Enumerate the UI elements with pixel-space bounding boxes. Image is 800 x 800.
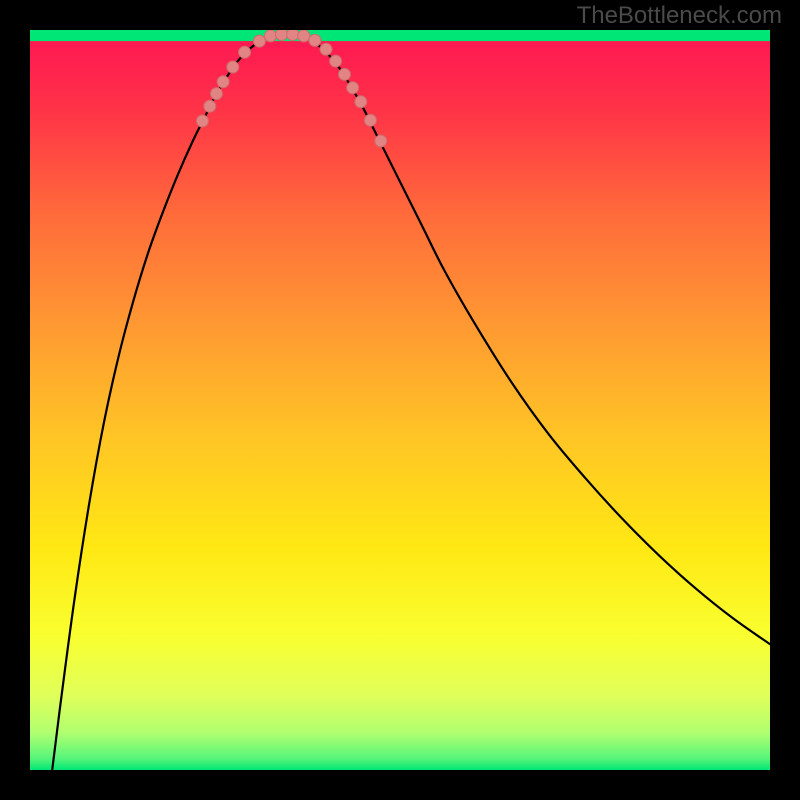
marker-dot: [204, 100, 216, 112]
marker-dot: [298, 30, 310, 42]
marker-dot: [239, 46, 251, 58]
marker-dot: [347, 82, 359, 94]
marker-dot: [339, 68, 351, 80]
marker-dot: [330, 55, 342, 67]
marker-dot: [210, 88, 222, 100]
marker-dot: [227, 61, 239, 73]
plot-svg: [30, 30, 770, 770]
marker-dot: [276, 30, 288, 40]
marker-dot: [217, 76, 229, 88]
gradient-background: [30, 30, 770, 770]
marker-dot: [196, 115, 208, 127]
marker-dot: [309, 34, 321, 46]
chart-frame: TheBottleneck.com: [0, 0, 800, 800]
plot-area: [30, 30, 770, 770]
watermark-text: TheBottleneck.com: [577, 2, 782, 30]
marker-dot: [355, 96, 367, 108]
marker-dot: [364, 114, 376, 126]
green-band: [30, 30, 770, 41]
marker-dot: [253, 35, 265, 47]
marker-dot: [287, 30, 299, 40]
marker-dot: [375, 135, 387, 147]
marker-dot: [320, 43, 332, 55]
marker-dot: [265, 30, 277, 42]
